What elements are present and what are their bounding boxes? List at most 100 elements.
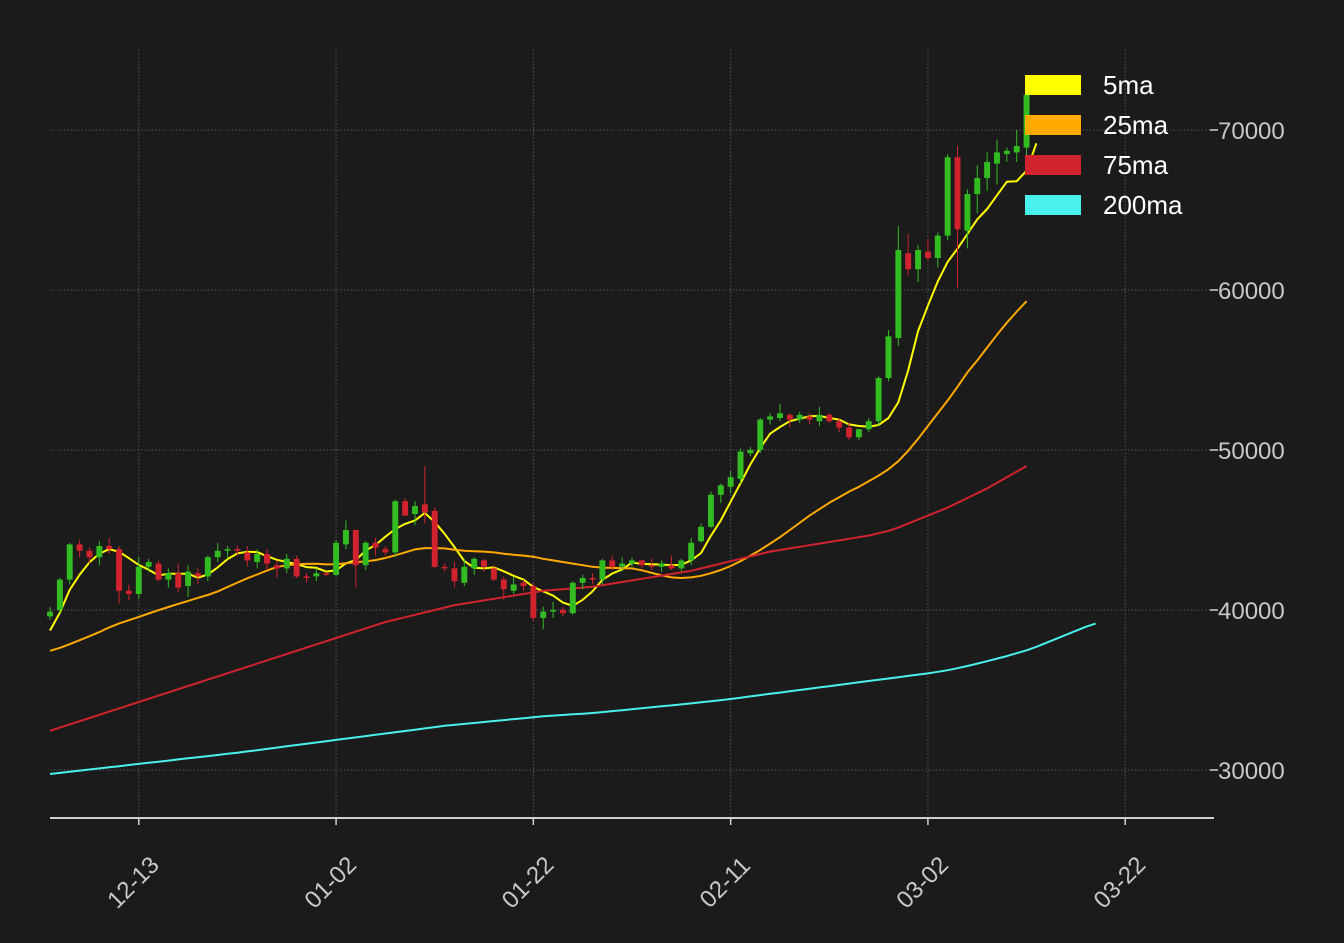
candle-body: [254, 554, 261, 562]
candle-body: [500, 579, 507, 590]
candle-body: [885, 336, 892, 378]
candle-body: [461, 566, 468, 583]
candle: [273, 560, 280, 578]
candle: [323, 571, 330, 577]
candle: [826, 413, 833, 423]
candle: [984, 152, 991, 191]
candle: [688, 538, 695, 566]
candle: [865, 418, 872, 433]
candle: [333, 539, 340, 577]
candle: [342, 520, 349, 550]
candle-body: [540, 611, 547, 618]
candle: [106, 538, 113, 554]
candle-body: [559, 610, 566, 614]
candle: [412, 501, 418, 526]
candle-body: [589, 578, 596, 580]
candle-body: [609, 560, 616, 567]
candle-body: [56, 579, 63, 610]
legend: 5ma 25ma 75ma 200ma: [1025, 70, 1183, 220]
candle: [155, 560, 162, 582]
candle: [244, 546, 251, 567]
candle-body: [629, 560, 635, 564]
candle-body: [402, 501, 409, 516]
candle-body: [707, 494, 714, 527]
candle: [757, 418, 764, 454]
candle-body: [954, 157, 961, 230]
grid: [50, 50, 1214, 818]
candle-body: [717, 485, 724, 495]
candle-body: [895, 250, 902, 338]
candle: [56, 578, 63, 614]
candle: [195, 568, 201, 585]
candle: [510, 576, 517, 594]
candle-body: [342, 530, 349, 545]
candle: [372, 538, 379, 556]
candle: [668, 555, 675, 570]
candle-body: [273, 565, 280, 569]
candle-body: [1003, 150, 1010, 154]
candle: [402, 498, 409, 516]
candle-body: [658, 563, 665, 567]
candle-body: [441, 566, 448, 569]
candle-body: [224, 549, 231, 551]
candle: [66, 542, 73, 585]
y-axis-ticks: 30000 40000 50000 60000 70000: [1210, 118, 1285, 785]
candle: [855, 429, 862, 441]
candle-body: [727, 477, 734, 487]
candle: [974, 165, 981, 214]
candle-body: [875, 378, 882, 422]
candle-body: [678, 560, 685, 569]
candle: [816, 406, 823, 426]
candle: [737, 448, 744, 484]
candle-body: [431, 510, 438, 567]
candle-body: [106, 546, 113, 550]
candle-body: [826, 414, 833, 422]
candle: [185, 565, 192, 598]
candle-body: [481, 560, 487, 567]
candle-body: [86, 550, 93, 558]
candle: [875, 376, 882, 426]
candle: [313, 568, 320, 582]
candle: [678, 558, 685, 572]
candle-body: [155, 563, 162, 580]
candle: [727, 470, 734, 494]
candle-body: [865, 421, 872, 430]
legend-swatch-5ma: [1025, 75, 1081, 95]
candle-body: [638, 560, 645, 566]
candle-body: [816, 414, 823, 422]
candle: [204, 555, 211, 582]
candle: [658, 560, 665, 572]
candle-body: [796, 414, 803, 420]
candle-body: [313, 573, 320, 577]
candle: [767, 413, 774, 425]
candle-body: [520, 582, 527, 586]
candle: [165, 568, 172, 588]
candle: [421, 466, 428, 524]
candle: [885, 330, 892, 382]
candle: [47, 606, 53, 620]
candle: [629, 557, 635, 567]
candle-body: [293, 558, 300, 577]
legend-label-25ma: 25ma: [1103, 110, 1169, 140]
candle-body: [66, 544, 73, 580]
candle-body: [1013, 146, 1020, 153]
candle-body: [195, 573, 201, 577]
candle-body: [204, 557, 211, 577]
candle-body: [352, 530, 359, 566]
candle-body: [244, 552, 251, 561]
candle-body: [619, 563, 626, 567]
candle: [836, 418, 843, 433]
candle-body: [737, 451, 744, 479]
candle-body: [767, 416, 774, 420]
ma-line-75ma: [49, 465, 1028, 732]
legend-swatch-200ma: [1025, 195, 1081, 215]
candle: [1013, 130, 1020, 162]
candle: [609, 555, 616, 570]
candle: [559, 606, 566, 617]
candle-body: [579, 578, 586, 583]
candle-body: [786, 414, 793, 420]
candle: [392, 499, 399, 558]
candle-body: [165, 573, 172, 580]
candle: [451, 562, 458, 588]
y-tick-label: 30000: [1218, 758, 1285, 785]
